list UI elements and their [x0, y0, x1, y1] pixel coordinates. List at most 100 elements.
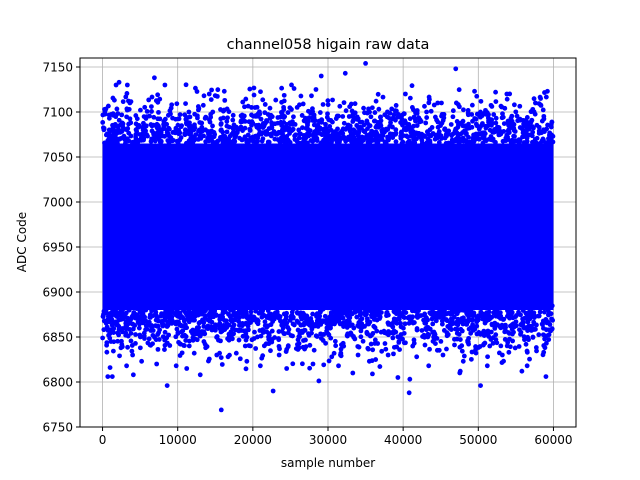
data-point — [460, 123, 466, 129]
y-tick-label: 7100 — [42, 106, 73, 120]
data-point — [301, 338, 306, 343]
data-point — [429, 125, 435, 130]
data-point — [162, 329, 168, 335]
data-point — [422, 342, 428, 348]
data-point — [162, 342, 168, 348]
data-point — [454, 330, 460, 336]
data-point — [214, 334, 220, 339]
data-point — [368, 114, 374, 120]
data-point — [250, 303, 256, 309]
data-point — [493, 99, 499, 104]
data-point — [542, 129, 547, 134]
data-point — [182, 112, 188, 118]
data-point — [404, 125, 409, 130]
data-point — [380, 94, 386, 100]
data-point — [329, 137, 335, 143]
data-point — [125, 126, 131, 131]
data-point — [219, 362, 225, 367]
data-point — [491, 129, 497, 135]
data-point — [262, 319, 268, 325]
data-point — [284, 310, 289, 316]
data-point — [183, 120, 189, 126]
data-point — [162, 133, 167, 139]
data-point — [495, 322, 500, 328]
data-point — [177, 112, 183, 117]
data-point — [118, 313, 124, 319]
data-point — [457, 344, 463, 350]
data-point — [100, 112, 106, 118]
data-point — [428, 108, 434, 114]
data-point — [159, 311, 164, 317]
data-point — [246, 320, 252, 326]
data-point — [186, 343, 192, 349]
data-point — [394, 344, 400, 350]
data-point-outlier — [426, 363, 432, 369]
data-point — [505, 134, 511, 140]
data-point — [382, 341, 388, 346]
data-point — [237, 309, 243, 315]
data-point — [204, 344, 210, 349]
data-point — [369, 105, 375, 111]
data-point — [247, 86, 253, 92]
data-point — [193, 85, 198, 91]
data-point — [287, 131, 292, 136]
data-point — [529, 124, 535, 129]
data-point — [439, 144, 445, 149]
data-point — [242, 343, 248, 349]
data-point — [359, 311, 365, 316]
data-point — [488, 137, 494, 143]
data-point — [272, 121, 278, 127]
data-point — [174, 101, 180, 107]
data-point — [248, 309, 254, 315]
data-point — [322, 313, 328, 319]
data-point — [146, 336, 152, 342]
data-point — [525, 125, 531, 131]
data-point — [470, 135, 476, 141]
data-point — [220, 129, 226, 135]
data-point — [242, 321, 248, 327]
data-point-outlier — [116, 79, 122, 85]
data-point — [461, 107, 466, 113]
data-point — [448, 122, 454, 127]
data-point — [536, 332, 542, 338]
x-axis-label: sample number — [281, 456, 375, 470]
data-point — [400, 139, 406, 145]
data-point — [349, 131, 355, 137]
data-point-outlier — [355, 352, 361, 358]
data-point — [542, 309, 547, 315]
data-point — [374, 328, 380, 334]
data-point — [423, 315, 429, 320]
data-point — [505, 308, 510, 314]
data-point — [137, 321, 142, 327]
data-point — [335, 308, 341, 314]
data-point — [151, 114, 157, 120]
data-point — [114, 310, 120, 316]
data-point — [181, 307, 186, 313]
data-point — [205, 323, 211, 329]
data-point — [327, 124, 333, 129]
data-point — [531, 326, 537, 332]
data-point — [285, 110, 291, 115]
data-point — [101, 125, 107, 131]
data-point — [148, 327, 154, 333]
data-point — [424, 115, 430, 120]
data-point — [335, 126, 340, 132]
data-point — [302, 346, 308, 352]
data-point — [137, 334, 143, 340]
data-point — [142, 104, 148, 110]
data-point — [534, 140, 539, 146]
data-point — [363, 133, 369, 139]
data-point — [507, 126, 512, 131]
data-point — [396, 114, 402, 119]
data-point — [156, 129, 161, 135]
data-point — [214, 93, 220, 99]
data-point — [307, 128, 313, 133]
data-point — [463, 318, 469, 324]
x-tick-label: 0 — [99, 433, 107, 447]
data-point — [206, 356, 212, 362]
data-point — [209, 319, 215, 325]
data-point — [115, 111, 121, 116]
data-point — [533, 345, 539, 350]
data-point — [173, 116, 179, 122]
data-point — [212, 132, 218, 137]
